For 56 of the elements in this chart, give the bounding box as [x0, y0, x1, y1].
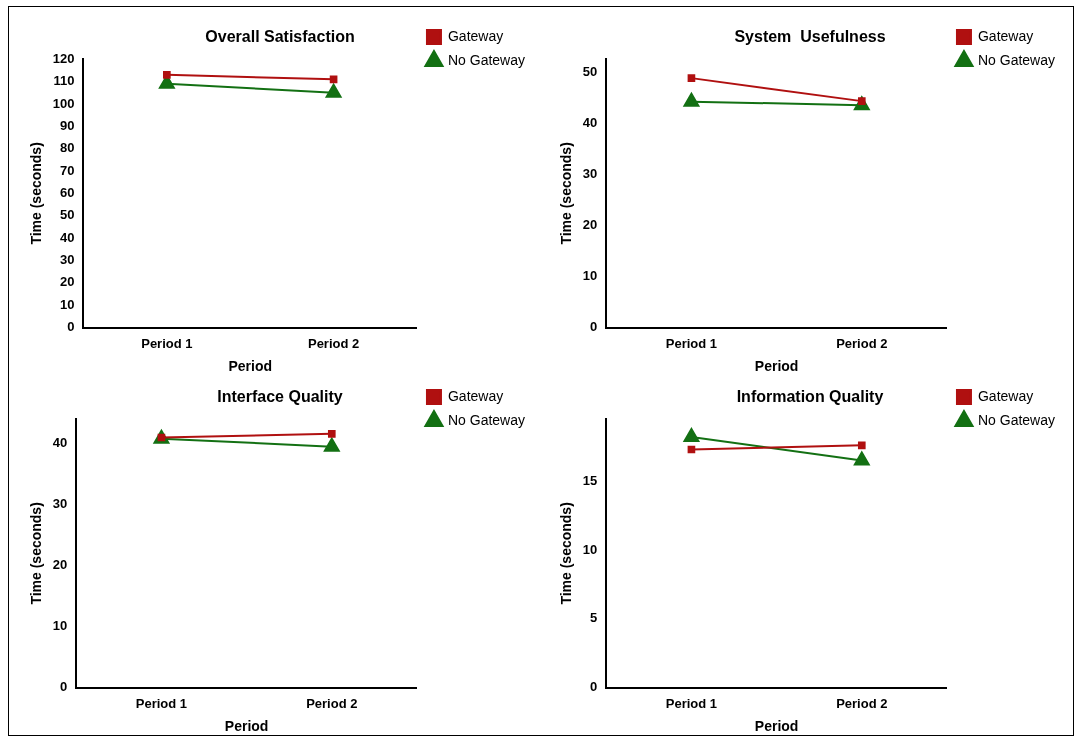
legend-label: No Gateway	[977, 51, 1056, 68]
y-tick-label: 10	[52, 618, 68, 634]
x-tick-label: Period 1	[665, 335, 718, 351]
y-tick-label: 80	[60, 140, 75, 156]
y-tick-label: 0	[67, 319, 75, 335]
y-tick-label: 20	[582, 216, 598, 232]
y-tick-label: 90	[60, 117, 75, 133]
y-tick-label: 70	[60, 162, 75, 178]
chart-title: Information Quality	[736, 388, 884, 406]
x-tick-label: Period 2	[836, 335, 888, 351]
y-tick-label: 0	[590, 319, 598, 335]
y-tick-label: 40	[582, 114, 598, 130]
y-tick-label: 0	[60, 679, 68, 695]
chart-title: Overall Satisfaction	[205, 28, 355, 46]
legend-label: No Gateway	[447, 411, 526, 428]
legend-label: Gateway	[447, 27, 504, 44]
y-tick-label: 5	[590, 610, 598, 626]
y-tick-label: 30	[582, 165, 598, 181]
y-tick-label: 40	[60, 229, 75, 245]
y-tick-label: 10	[582, 541, 598, 557]
y-tick-label: 0	[590, 679, 598, 695]
legend-label: Gateway	[977, 387, 1034, 404]
x-axis-title: Period	[754, 718, 799, 735]
y-axis-title: Time (seconds)	[558, 142, 575, 245]
y-tick-label: 50	[582, 63, 598, 79]
y-tick-label: 60	[60, 184, 75, 200]
y-axis-title: Time (seconds)	[558, 502, 575, 605]
y-tick-label: 30	[60, 252, 75, 268]
legend-label: Gateway	[447, 387, 504, 404]
y-axis-title: Time (seconds)	[28, 502, 45, 605]
y-tick-label: 20	[52, 557, 68, 573]
x-tick-label: Period 1	[141, 335, 193, 351]
x-tick-label: Period 2	[306, 695, 358, 711]
y-tick-label: 110	[53, 73, 75, 89]
y-tick-label: 120	[52, 50, 75, 66]
legend-label: No Gateway	[977, 411, 1056, 428]
y-axis-title: Time (seconds)	[28, 142, 45, 245]
legend-label: No Gateway	[447, 51, 526, 68]
y-tick-label: 10	[60, 296, 75, 312]
legend-label: Gateway	[977, 27, 1034, 44]
x-tick-label: Period 2	[836, 695, 888, 711]
y-tick-label: 20	[60, 274, 75, 290]
x-axis-title: Period	[224, 718, 269, 735]
chart-title: System Usefulness	[734, 28, 886, 46]
x-tick-label: Period 1	[665, 695, 718, 711]
chart-title: Interface Quality	[217, 388, 343, 406]
x-tick-label: Period 1	[135, 695, 188, 711]
x-axis-title: Period	[754, 358, 799, 375]
y-tick-label: 40	[52, 435, 68, 451]
y-tick-label: 10	[582, 268, 598, 284]
x-tick-label: Period 2	[307, 335, 360, 351]
y-tick-label: 100	[52, 95, 75, 111]
y-tick-label: 50	[60, 207, 75, 223]
y-tick-label: 30	[52, 496, 68, 512]
y-tick-label: 15	[582, 472, 598, 488]
x-axis-title: Period	[228, 358, 273, 375]
